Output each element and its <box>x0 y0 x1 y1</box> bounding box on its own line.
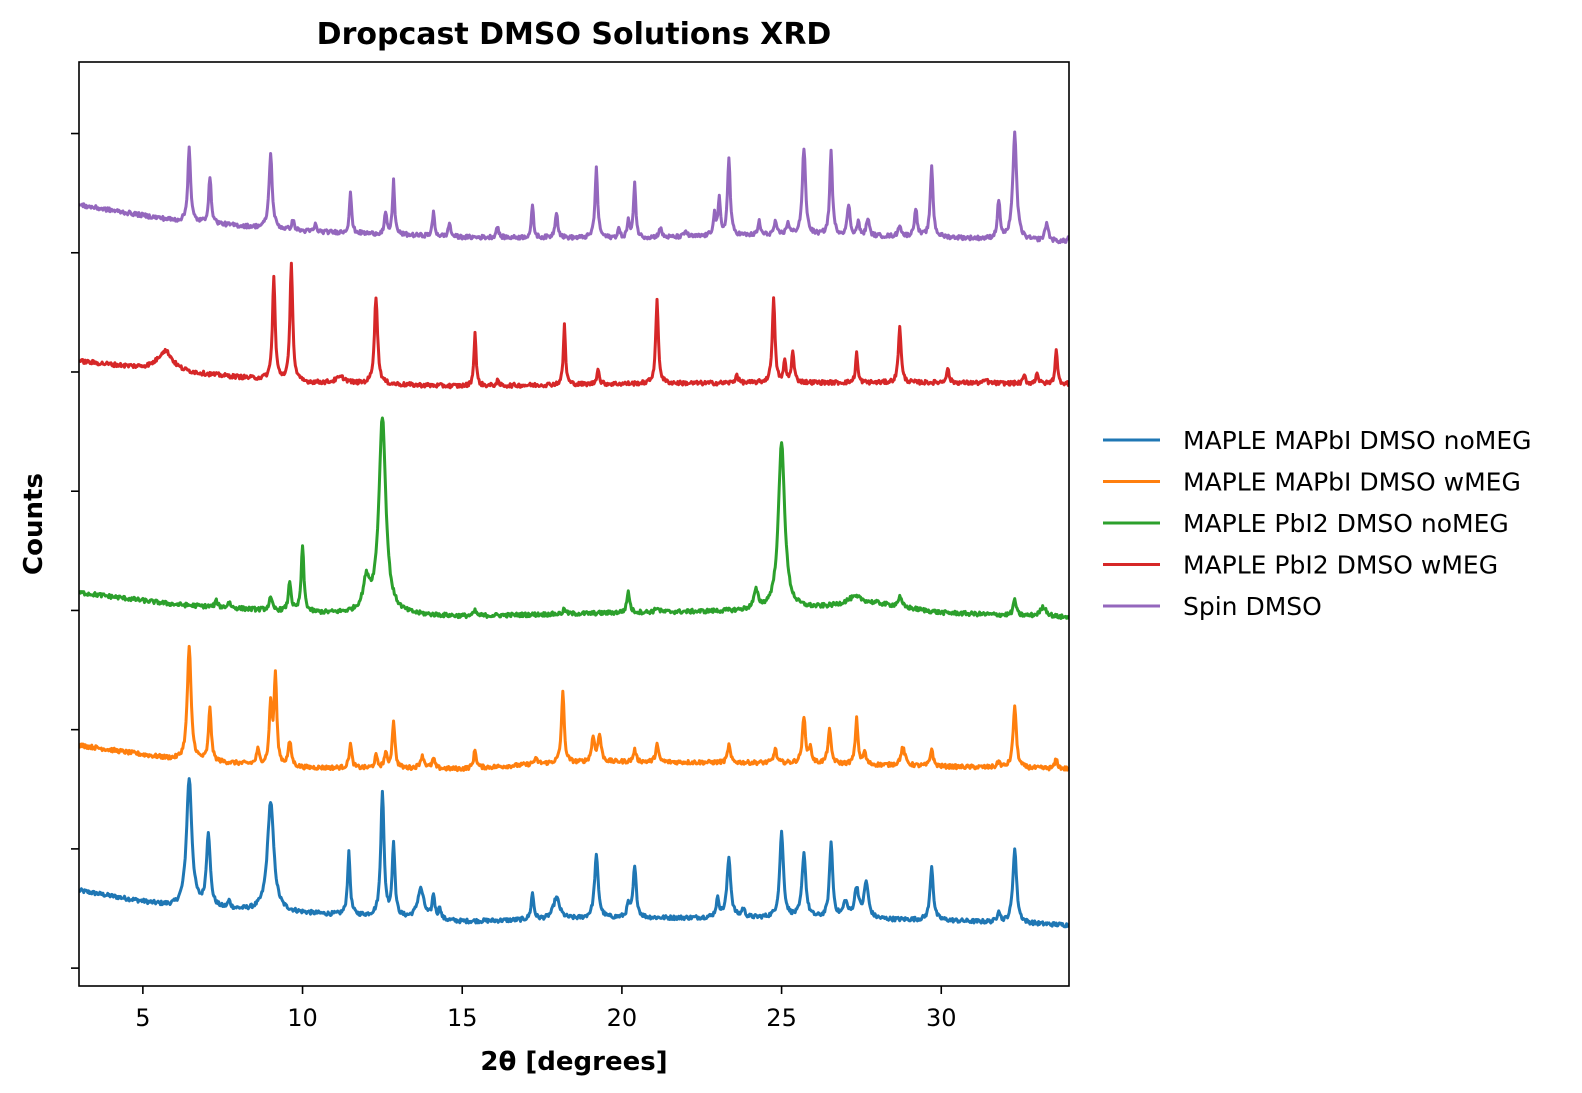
x-tick-label: 15 <box>447 1004 478 1032</box>
series-line-4 <box>79 261 1069 390</box>
plot-area <box>79 130 1069 929</box>
x-tick-label: 5 <box>135 1004 150 1032</box>
legend-label-3: MAPLE PbI2 DMSO noMEG <box>1183 509 1509 538</box>
legend-label-2: MAPLE MAPbI DMSO wMEG <box>1183 468 1521 497</box>
legend-label-5: Spin DMSO <box>1183 592 1322 621</box>
y-axis <box>71 132 79 969</box>
series-line-1 <box>79 777 1069 929</box>
legend-label-4: MAPLE PbI2 DMSO wMEG <box>1183 551 1498 580</box>
y-axis-label: Counts <box>19 473 49 575</box>
x-tick-label: 20 <box>607 1004 638 1032</box>
x-tick-label: 10 <box>287 1004 318 1032</box>
legend: MAPLE MAPbI DMSO noMEG MAPLE MAPbI DMSO w… <box>1103 426 1532 621</box>
series-line-3 <box>79 416 1069 620</box>
plot-frame <box>78 61 1070 987</box>
x-tick-label: 25 <box>766 1004 797 1032</box>
x-axis: 5 10 15 20 25 30 <box>135 986 957 1032</box>
x-tick-label: 30 <box>926 1004 957 1032</box>
series-line-5 <box>79 130 1069 245</box>
series-line-2 <box>79 644 1069 773</box>
legend-label-1: MAPLE MAPbI DMSO noMEG <box>1183 426 1532 455</box>
x-axis-label: 2θ [degrees] <box>480 1047 667 1077</box>
chart-title: Dropcast DMSO Solutions XRD <box>317 17 832 52</box>
